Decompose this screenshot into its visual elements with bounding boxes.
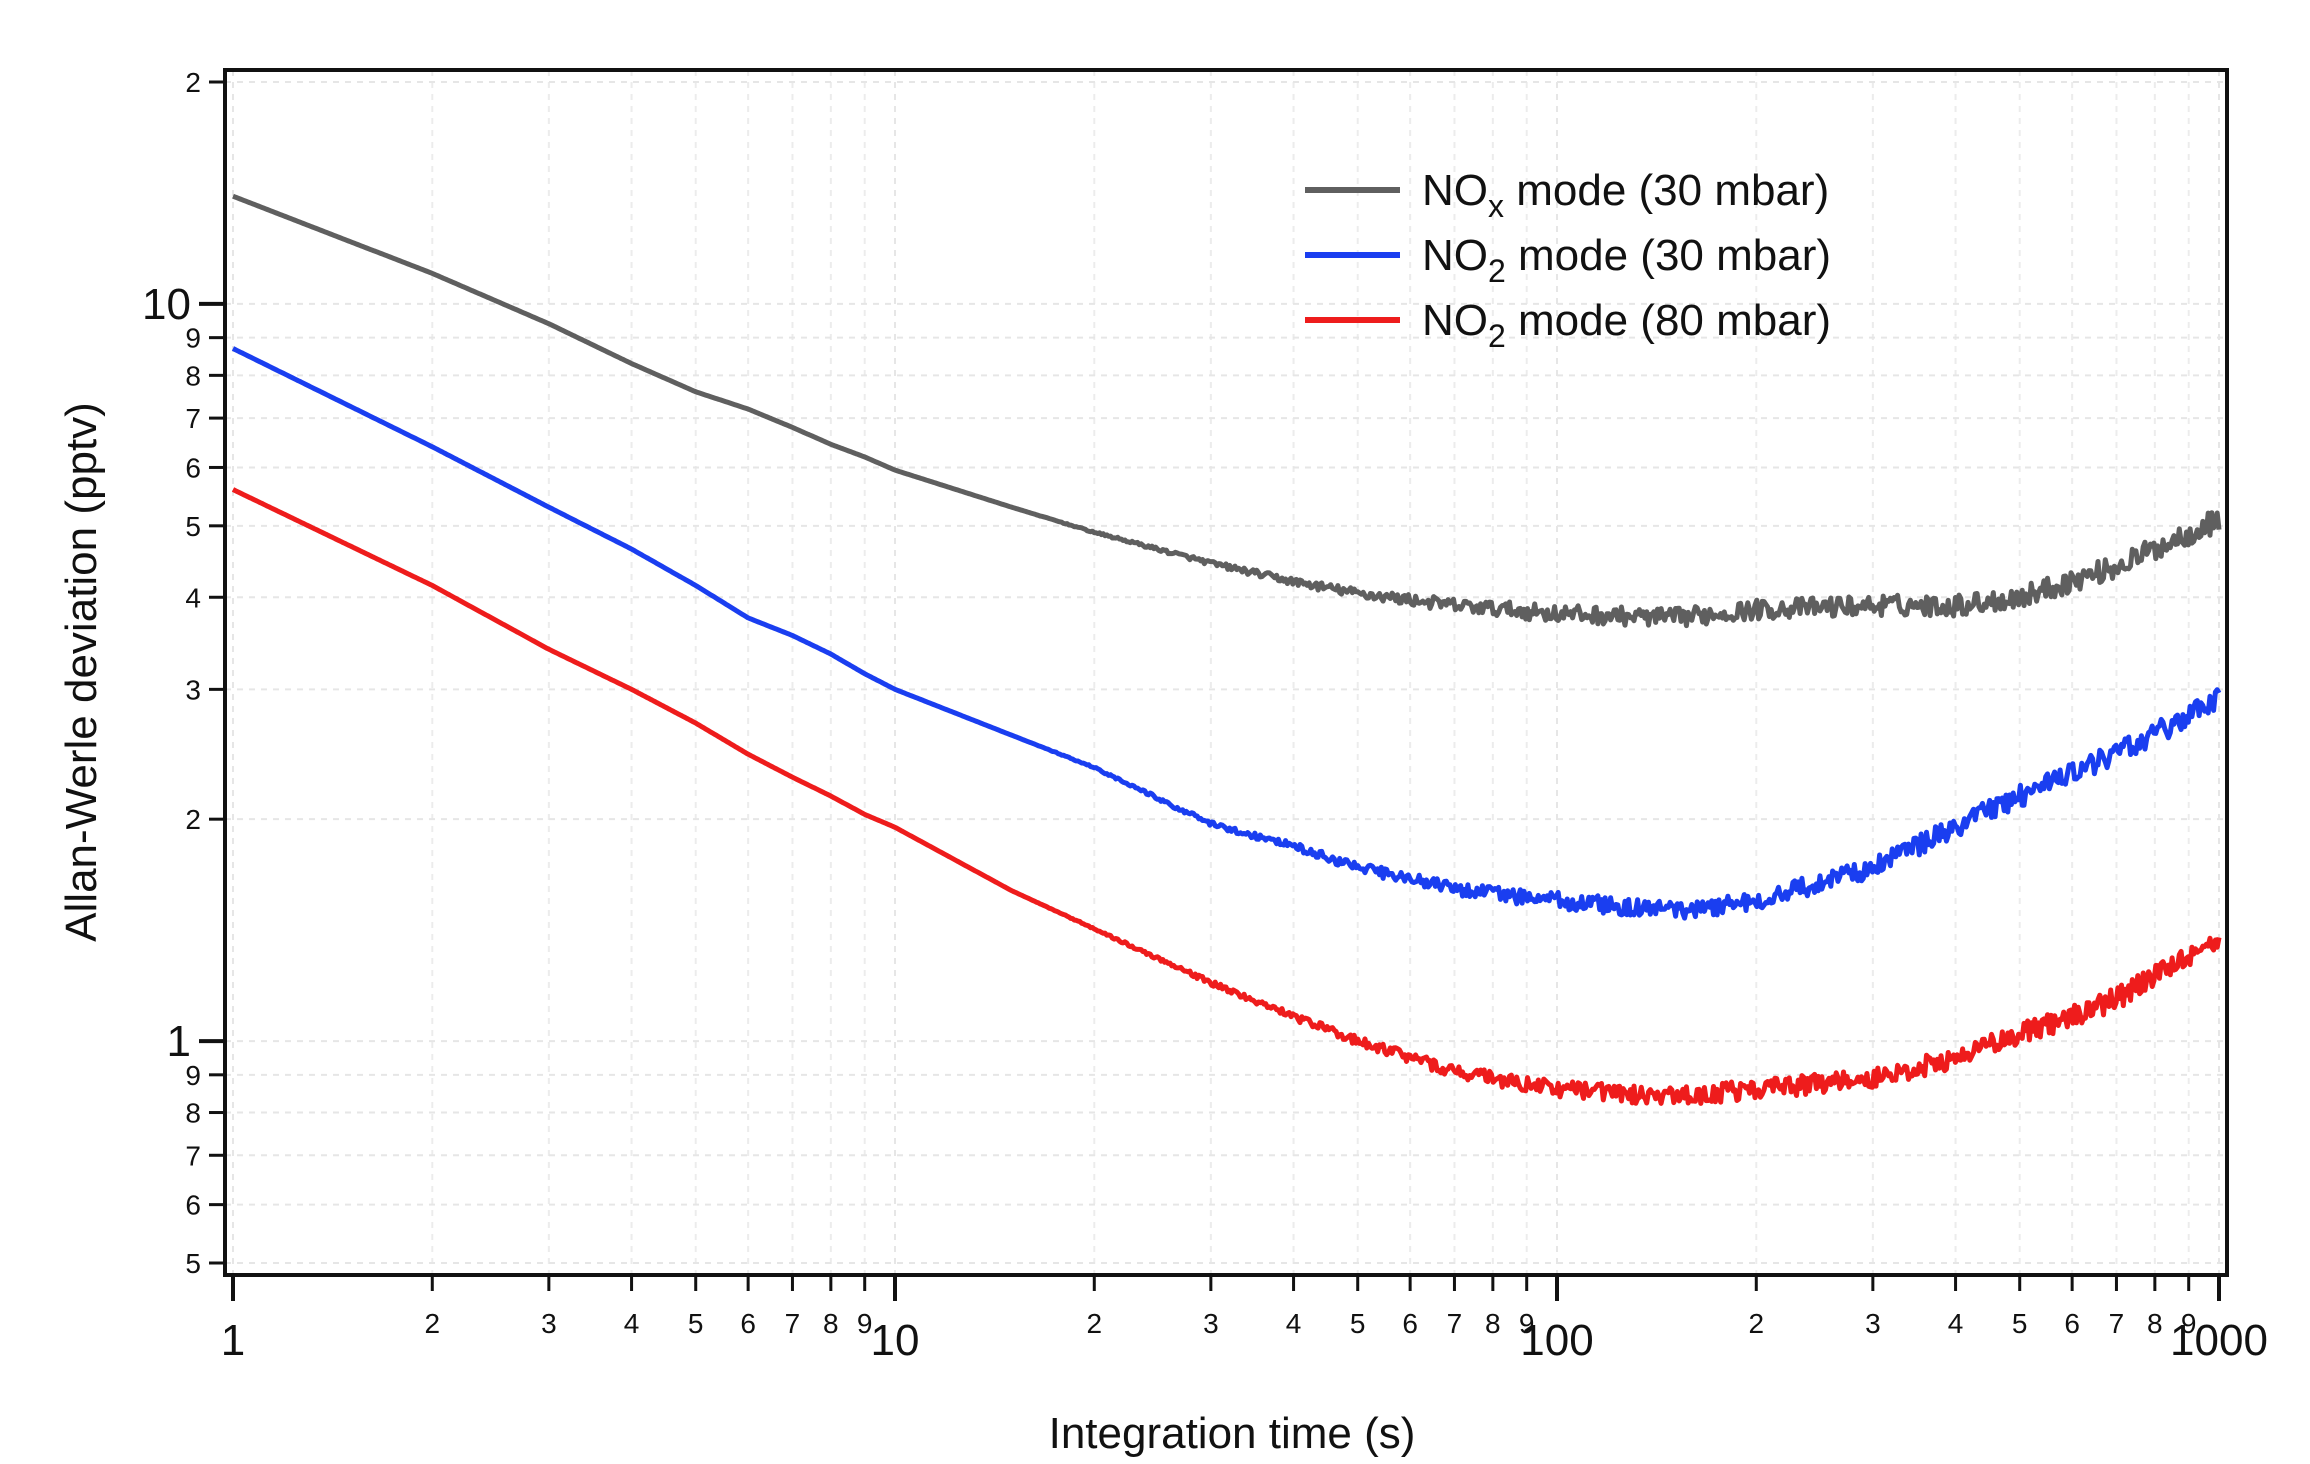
x-minor-tick-label: 5 bbox=[2012, 1308, 2028, 1339]
x-minor-tick-label: 8 bbox=[2147, 1308, 2163, 1339]
x-minor-tick-label: 2 bbox=[424, 1308, 440, 1339]
x-minor-tick-label: 9 bbox=[2181, 1308, 2197, 1339]
x-minor-tick-label: 4 bbox=[1948, 1308, 1964, 1339]
x-minor-tick-label: 5 bbox=[688, 1308, 704, 1339]
y-minor-tick-label: 7 bbox=[185, 1140, 201, 1171]
y-minor-tick-label: 5 bbox=[185, 1248, 201, 1279]
legend-label: NOx mode (30 mbar) bbox=[1422, 166, 1829, 224]
x-minor-tick-label: 7 bbox=[785, 1308, 801, 1339]
x-minor-tick-label: 3 bbox=[1865, 1308, 1881, 1339]
x-axis-title: Integration time (s) bbox=[1049, 1409, 1416, 1458]
x-minor-tick-label: 6 bbox=[740, 1308, 756, 1339]
x-minor-tick-label: 2 bbox=[1748, 1308, 1764, 1339]
legend: NOx mode (30 mbar) NO2 mode (30 mbar) NO2 … bbox=[1305, 166, 1831, 354]
y-minor-tick-label: 2 bbox=[185, 67, 201, 98]
y-minor-tick-label: 6 bbox=[185, 452, 201, 483]
x-minor-tick-label: 8 bbox=[823, 1308, 839, 1339]
plot-area-frame bbox=[223, 68, 2229, 1277]
x-minor-tick-label: 7 bbox=[2109, 1308, 2125, 1339]
y-minor-tick-label: 6 bbox=[185, 1190, 201, 1221]
series-line bbox=[232, 193, 2222, 629]
series-line bbox=[231, 487, 2222, 1106]
legend-label: NO2 mode (80 mbar) bbox=[1422, 296, 1831, 354]
x-minor-tick-label: 9 bbox=[1519, 1308, 1535, 1339]
y-axis-title: Allan-Werle deviation (pptv) bbox=[57, 402, 106, 942]
x-minor-tick-label: 3 bbox=[541, 1308, 557, 1339]
x-minor-tick-label: 9 bbox=[857, 1308, 873, 1339]
y-minor-tick-label: 5 bbox=[185, 511, 201, 542]
y-minor-tick-label: 3 bbox=[185, 674, 201, 705]
y-minor-tick-label: 8 bbox=[185, 360, 201, 391]
y-minor-tick-label: 9 bbox=[185, 323, 201, 354]
x-major-tick-label: 10 bbox=[871, 1316, 920, 1365]
x-minor-tick-label: 7 bbox=[1447, 1308, 1463, 1339]
x-minor-tick-label: 8 bbox=[1485, 1308, 1501, 1339]
x-minor-tick-label: 6 bbox=[2064, 1308, 2080, 1339]
legend-label: NO2 mode (30 mbar) bbox=[1422, 231, 1831, 289]
y-minor-tick-label: 2 bbox=[185, 804, 201, 835]
x-major-tick-label: 100 bbox=[1520, 1316, 1593, 1365]
x-major-tick-label: 1 bbox=[221, 1316, 245, 1365]
y-minor-tick-label: 7 bbox=[185, 403, 201, 434]
x-minor-tick-label: 4 bbox=[1286, 1308, 1302, 1339]
series-line bbox=[231, 346, 2222, 921]
y-minor-tick-label: 4 bbox=[185, 582, 201, 613]
x-minor-tick-label: 6 bbox=[1402, 1308, 1418, 1339]
x-minor-tick-label: 5 bbox=[1350, 1308, 1366, 1339]
y-minor-tick-label: 9 bbox=[185, 1060, 201, 1091]
y-major-tick-label: 1 bbox=[167, 1017, 191, 1066]
x-major-tick-label: 1000 bbox=[2170, 1316, 2268, 1365]
y-minor-tick-label: 8 bbox=[185, 1098, 201, 1129]
x-minor-tick-label: 4 bbox=[624, 1308, 640, 1339]
grid bbox=[225, 70, 2227, 1275]
y-major-tick-label: 10 bbox=[142, 280, 191, 329]
x-minor-tick-label: 2 bbox=[1086, 1308, 1102, 1339]
series-lines bbox=[231, 193, 2222, 1106]
x-minor-tick-label: 3 bbox=[1203, 1308, 1219, 1339]
